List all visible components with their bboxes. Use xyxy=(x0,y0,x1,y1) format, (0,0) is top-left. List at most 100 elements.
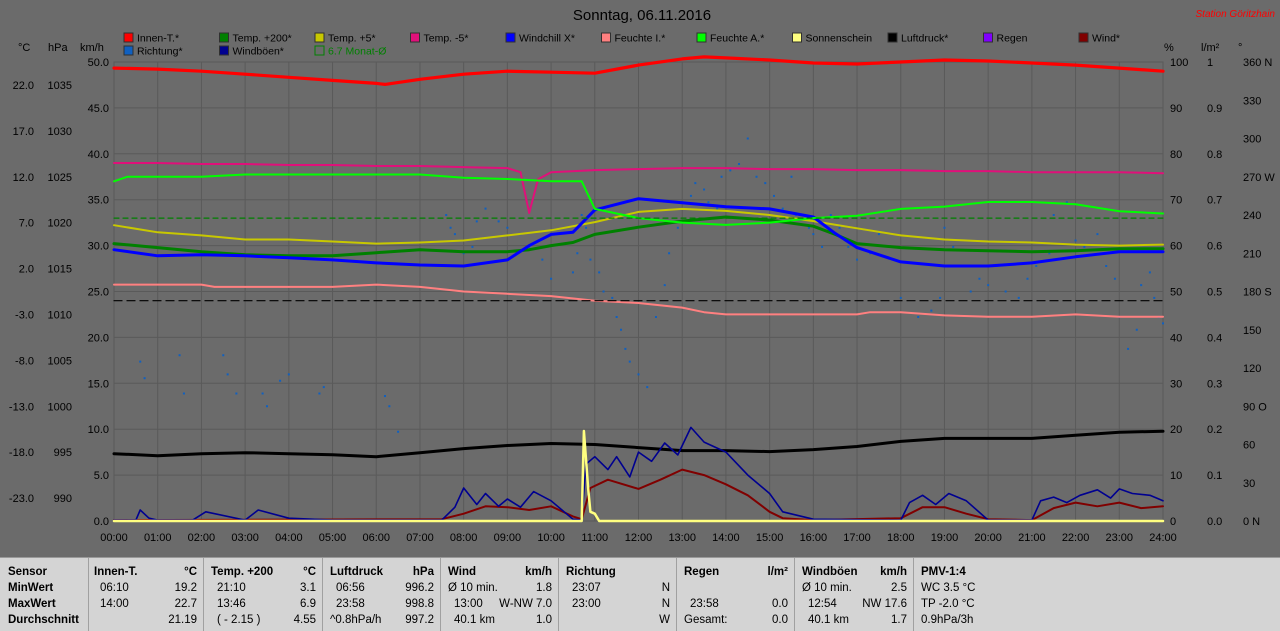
stats-wind-max-time: 13:00 xyxy=(454,598,483,610)
x-tick-label: 02:00 xyxy=(188,532,216,544)
direction-point xyxy=(1140,284,1143,287)
stats-temp200-avg-note: ( - 2.15 ) xyxy=(217,614,261,626)
direction-point xyxy=(1153,296,1156,299)
wind-tick-label: 0.0 xyxy=(94,516,109,528)
stats-luftdruck-min-value: 996.2 xyxy=(405,582,434,594)
stats-innen-avg-value: 21.19 xyxy=(168,614,197,626)
direction-point xyxy=(812,233,815,236)
stats-unit-innen: °C xyxy=(184,566,197,578)
direction-point xyxy=(1074,239,1077,242)
x-tick-label: 20:00 xyxy=(974,532,1002,544)
direction-point xyxy=(847,245,850,248)
legend-swatch-2 xyxy=(314,32,325,43)
legend-label-6: Feuchte A.* xyxy=(710,33,764,45)
direction-point xyxy=(506,226,509,229)
wind-tick-label: 15.0 xyxy=(88,378,109,390)
legend-label-12: Windböen* xyxy=(233,46,284,58)
direction-point xyxy=(668,252,671,255)
stats-innen-min-time: 06:10 xyxy=(100,582,129,594)
direction-point xyxy=(720,175,723,178)
direction-point xyxy=(178,354,181,357)
direction-point xyxy=(475,220,478,223)
percent-tick-label: 100 xyxy=(1170,57,1188,69)
stats-pmv-windchill: WC 3.5 °C xyxy=(921,582,976,594)
direction-point xyxy=(1026,277,1029,280)
direction-point xyxy=(772,194,775,197)
stats-unit-wind: km/h xyxy=(525,566,552,578)
direction-point xyxy=(497,220,500,223)
grid xyxy=(113,61,1164,522)
axis-labels: 00:00 01:00 02:00 03:00 04:00 05:00 06:00 07:00… xyxy=(9,57,1275,544)
wind-tick-label: 10.0 xyxy=(88,424,109,436)
stats-wind-distance: 40.1 km xyxy=(454,614,495,626)
direction-point xyxy=(969,290,972,293)
stats-innen-max-value: 22.7 xyxy=(174,598,197,610)
direction-point xyxy=(1017,296,1020,299)
direction-tick-label: 300 xyxy=(1243,134,1261,146)
stats-richtung-min-value: N xyxy=(661,582,670,594)
series-wind-line xyxy=(113,468,1164,522)
percent-tick-label: 10 xyxy=(1170,470,1182,482)
series-feuchte-a-line xyxy=(113,173,1164,226)
weather-chart: Sonntag, 06.11.2016 Station Göritzhain I… xyxy=(8,7,1276,544)
legend-swatch-8 xyxy=(887,32,898,43)
direction-point xyxy=(397,430,400,433)
direction-point xyxy=(943,226,946,229)
legend-swatch-12 xyxy=(219,45,229,56)
direction-point xyxy=(694,182,697,185)
series-temp-5-line xyxy=(113,162,1164,214)
direction-point xyxy=(689,194,692,197)
direction-point xyxy=(939,296,942,299)
stats-innen-min-value: 19.2 xyxy=(174,582,197,594)
direction-point xyxy=(139,360,142,363)
direction-tick-label: 150 xyxy=(1243,325,1261,337)
x-tick-label: 21:00 xyxy=(1018,532,1046,544)
direction-point xyxy=(917,316,920,318)
direction-point xyxy=(1035,265,1038,267)
legend-swatch-3 xyxy=(410,32,420,43)
direction-point xyxy=(287,373,290,376)
direction-point xyxy=(143,377,146,380)
stats-col-boeen: Windböen km/h Ø 10 min. 2.5 12:54 NW 17.6 4… xyxy=(794,558,914,631)
direction-point xyxy=(589,258,592,261)
stats-temp200-min-value: 3.1 xyxy=(300,582,316,594)
stats-label-avg: Durchschnitt xyxy=(8,614,79,626)
stats-col-richtung: Richtung 23:07 N 23:00 N W xyxy=(558,558,677,631)
stats-header-pmv: PMV-1:4 xyxy=(921,566,966,578)
temp-tick-label: 17.0 xyxy=(13,126,34,138)
direction-point xyxy=(611,296,614,299)
rain-tick-label: 0.4 xyxy=(1207,332,1222,344)
temp-tick-label: 7.0 xyxy=(19,218,34,230)
stats-col-regen: Regen l/m² 23:58 0.0 Gesamt: 0.0 xyxy=(676,558,795,631)
direction-point xyxy=(624,347,627,350)
direction-point xyxy=(781,207,784,210)
stats-luftdruck-avg-value: 997.2 xyxy=(405,614,434,626)
x-tick-label: 06:00 xyxy=(362,532,390,544)
stats-wind-max-value: W-NW 7.0 xyxy=(499,598,552,610)
x-tick-label: 03:00 xyxy=(231,532,259,544)
stats-wind-avg10-label: Ø 10 min. xyxy=(448,582,498,594)
stats-header-wind: Wind xyxy=(448,566,476,578)
direction-point xyxy=(1083,245,1086,248)
pressure-tick-label: 995 xyxy=(54,447,72,459)
series-feuchte-i-line xyxy=(113,283,1164,318)
x-tick-label: 16:00 xyxy=(800,532,828,544)
direction-tick-label: 0 N xyxy=(1243,516,1260,528)
stats-boeen-max-value: NW 17.6 xyxy=(862,598,907,610)
temp-tick-label: 22.0 xyxy=(13,80,34,92)
temp-tick-label: -3.0 xyxy=(15,309,34,321)
stats-wind-avg10-value: 1.8 xyxy=(536,582,552,594)
direction-point xyxy=(838,226,841,229)
series-innen-t-line xyxy=(112,55,1165,87)
x-tick-label: 09:00 xyxy=(494,532,522,544)
direction-point xyxy=(716,207,719,210)
stats-luftdruck-trend: ^0.8hPa/h xyxy=(330,614,382,626)
wind-unit-header: km/h xyxy=(80,42,104,54)
series-temp-5-line xyxy=(113,207,1164,247)
direction-point xyxy=(899,296,902,299)
wind-tick-label: 25.0 xyxy=(88,287,109,299)
direction-point xyxy=(1162,322,1164,325)
direction-point xyxy=(1096,233,1099,236)
direction-point xyxy=(598,271,601,274)
x-tick-label: 24:00 xyxy=(1149,532,1177,544)
